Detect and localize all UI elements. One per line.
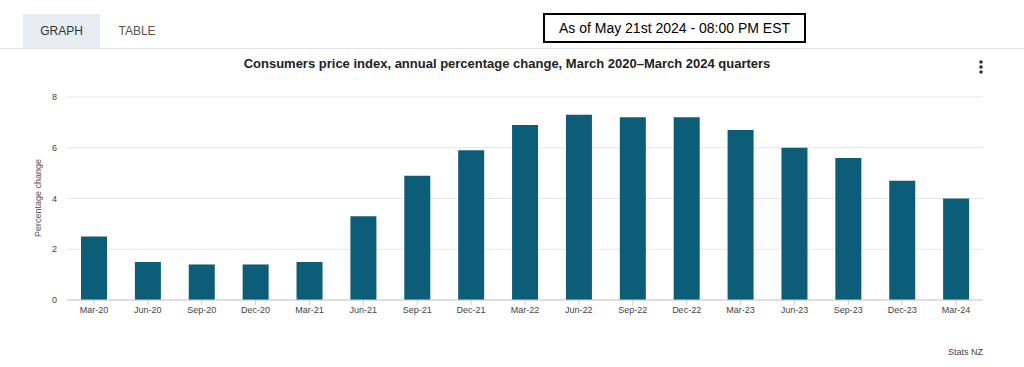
html-text:GRAPH: GRAPH	[40, 24, 83, 38]
html-text:Consumers price index, annual: Consumers price index, annual percentage…	[243, 56, 771, 71]
svg-text:Mar-24: Mar-24	[942, 305, 971, 315]
svg-text:Sep-21: Sep-21	[403, 305, 432, 315]
svg-text:Dec-22: Dec-22	[672, 305, 701, 315]
svg-text:Jun-23: Jun-23	[781, 305, 809, 315]
svg-text:Dec-21: Dec-21	[457, 305, 486, 315]
svg-text:8: 8	[52, 92, 57, 102]
svg-text:6: 6	[52, 143, 57, 153]
html-text:As of May 21st 2024 - 08:00 PM: As of May 21st 2024 - 08:00 PM EST	[558, 20, 790, 36]
html-text:Stats NZ: Stats NZ	[948, 347, 983, 357]
svg-text:Dec-23: Dec-23	[888, 305, 917, 315]
svg-text:Jun-20: Jun-20	[134, 305, 162, 315]
svg-text:Mar-23: Mar-23	[726, 305, 755, 315]
svg-text:Mar-20: Mar-20	[80, 305, 109, 315]
svg-text:4: 4	[52, 194, 57, 204]
svg-text:Mar-22: Mar-22	[511, 305, 540, 315]
svg-text:0: 0	[52, 295, 57, 305]
svg-text:Jun-21: Jun-21	[350, 305, 378, 315]
svg-text:Jun-22: Jun-22	[565, 305, 593, 315]
svg-text:2: 2	[52, 244, 57, 254]
svg-text:Dec-20: Dec-20	[241, 305, 270, 315]
svg-text:Mar-21: Mar-21	[295, 305, 324, 315]
svg-text:Sep-20: Sep-20	[187, 305, 216, 315]
html-text:TABLE: TABLE	[118, 24, 156, 38]
svg-text:Sep-23: Sep-23	[834, 305, 863, 315]
svg-text:Sep-22: Sep-22	[618, 305, 647, 315]
html-text:Percentage change: Percentage change	[33, 159, 43, 237]
